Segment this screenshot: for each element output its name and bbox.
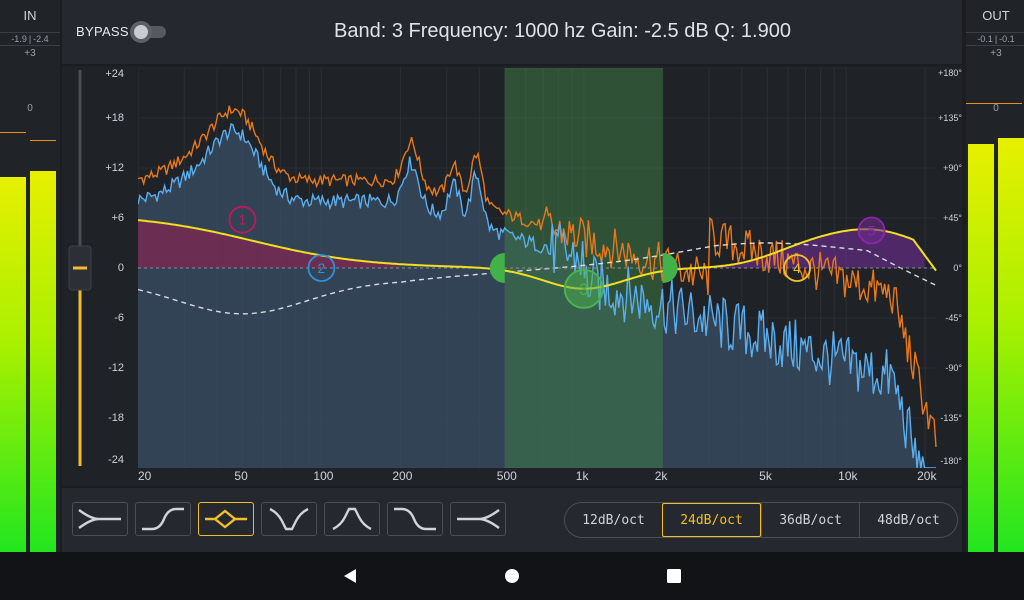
- output-meter: OUT -0.1 | -0.1 +3 0: [966, 0, 1024, 552]
- input-readout-right: -2.4: [33, 34, 49, 44]
- frequency-tick-label: 2k: [654, 469, 668, 483]
- notch-icon: [269, 507, 309, 531]
- gain-tick-label: +24: [105, 68, 124, 80]
- input-meter-readout: -1.9 | -2.4: [0, 32, 60, 46]
- frequency-tick-label: 1k: [575, 469, 589, 483]
- output-spectrum-line: [138, 122, 936, 468]
- phase-tick-label: -90°: [945, 363, 962, 373]
- high-shelf-filter-button[interactable]: [387, 502, 443, 536]
- low-cut-icon: [78, 509, 121, 529]
- gain-tick-label: -12: [108, 362, 124, 374]
- recents-icon: [667, 569, 681, 583]
- phase-tick-label: 0°: [953, 263, 962, 273]
- output-level-bar-left: [968, 143, 994, 552]
- master-gain-knob: [68, 245, 92, 291]
- input-peak-right: [30, 140, 56, 141]
- band-1-label: 1: [239, 212, 247, 228]
- gain-tick-label: -6: [114, 312, 124, 324]
- high-cut-filter-button[interactable]: [450, 502, 506, 536]
- phase-tick-label: +45°: [943, 213, 962, 223]
- low-shelf-filter-button[interactable]: [135, 502, 191, 536]
- slope-48-button[interactable]: 48dB/oct: [859, 503, 957, 537]
- band-2-node[interactable]: 2: [307, 254, 336, 282]
- back-icon: [344, 569, 356, 583]
- output-scale-top: +3: [990, 48, 1002, 59]
- band-5-label: 5: [868, 223, 876, 239]
- low-shelf-icon: [142, 507, 184, 531]
- band-status-readout: Band: 3 Frequency: 1000 hz Gain: -2.5 dB…: [334, 20, 791, 42]
- phase-curve: [138, 242, 937, 315]
- android-nav-bar: [0, 552, 1024, 600]
- input-meter-title: IN: [23, 8, 37, 23]
- input-scale-zero: 0: [27, 103, 33, 114]
- frequency-tick-label: 100: [313, 469, 334, 483]
- output-meter-readout: -0.1 | -0.1: [966, 32, 1024, 46]
- frequency-tick-label: 10k: [838, 469, 858, 483]
- phase-tick-label: -45°: [945, 313, 962, 323]
- notch-filter-button[interactable]: [261, 502, 317, 536]
- band-4-node[interactable]: 4: [783, 254, 811, 282]
- frequency-tick-label: 200: [392, 469, 413, 483]
- bell-icon: [205, 509, 247, 529]
- output-level-bar-right: [998, 138, 1024, 552]
- slope-12-button[interactable]: 12dB/oct: [582, 512, 645, 528]
- band-5-node[interactable]: 5: [857, 216, 886, 245]
- input-level-bar-right: [30, 171, 56, 552]
- band-3-high-edge-handle: [662, 253, 678, 283]
- home-button[interactable]: [502, 566, 522, 586]
- output-peak: [966, 103, 1022, 104]
- header-bar: BYPASS Band: 3 Frequency: 1000 hz Gain: …: [62, 0, 962, 64]
- phase-tick-label: -135°: [940, 413, 962, 423]
- gain-tick-label: +6: [111, 212, 124, 224]
- recents-button[interactable]: [664, 566, 684, 586]
- slope-24-button[interactable]: 24dB/oct: [662, 503, 761, 537]
- gain-tick-label: +12: [105, 162, 124, 174]
- high-cut-icon: [457, 509, 500, 529]
- slope-selector: 12dB/oct 24dB/oct 36dB/oct 48dB/oct: [564, 502, 958, 538]
- bell-filter-button[interactable]: [198, 502, 254, 536]
- phase-tick-label: -180°: [940, 456, 962, 466]
- band-4-label: 4: [793, 260, 801, 276]
- band-1-boost-fill: [138, 220, 401, 268]
- band-3-node[interactable]: 3: [563, 268, 604, 309]
- gain-tick-label: 0: [117, 262, 124, 274]
- phase-tick-label: +90°: [943, 163, 962, 173]
- output-meter-title: OUT: [982, 8, 1010, 23]
- output-scale-zero: 0: [993, 103, 999, 114]
- input-readout-left: -1.9: [11, 34, 27, 44]
- eq-curve: [138, 219, 937, 290]
- input-meter: IN -1.9 | -2.4 +3 0: [0, 0, 60, 552]
- gain-tick-label: +18: [105, 112, 124, 124]
- eq-graph-svg: 1 2 3 4 5: [68, 68, 937, 468]
- phase-tick-label: +135°: [938, 113, 962, 123]
- gain-tick-label: -24: [108, 454, 124, 466]
- phase-tick-label: +180°: [938, 68, 962, 78]
- input-level-bar-left: [0, 176, 26, 552]
- input-scale-top: +3: [24, 48, 36, 59]
- frequency-tick-label: 20k: [917, 469, 937, 483]
- band-1-node[interactable]: 1: [228, 205, 257, 234]
- output-readout-right: -0.1: [999, 34, 1015, 44]
- band-2-label: 2: [317, 260, 325, 276]
- back-button[interactable]: [340, 566, 360, 586]
- frequency-tick-label: 20: [138, 469, 152, 483]
- high-shelf-icon: [394, 507, 436, 531]
- gain-tick-label: -18: [108, 412, 124, 424]
- home-icon: [505, 569, 519, 583]
- frequency-tick-label: 500: [496, 469, 517, 483]
- band-pass-icon: [332, 507, 372, 531]
- band-3-label: 3: [579, 280, 588, 299]
- output-readout-left: -0.1: [977, 34, 993, 44]
- frequency-tick-label: 5k: [759, 469, 772, 483]
- bypass-toggle[interactable]: [130, 21, 166, 43]
- frequency-tick-label: 50: [234, 469, 248, 483]
- bottom-toolbar: 12dB/oct 24dB/oct 36dB/oct 48dB/oct: [62, 488, 962, 552]
- input-peak-left: [0, 132, 26, 133]
- band-pass-filter-button[interactable]: [324, 502, 380, 536]
- band-3-low-edge-handle: [489, 253, 505, 283]
- eq-graph[interactable]: 1 2 3 4 5 +24 +18 +12 +6 0 -6 -12 -18 -24 +180° +135°…: [62, 66, 962, 486]
- bypass-label: BYPASS: [76, 24, 129, 39]
- slope-36-button[interactable]: 36dB/oct: [761, 503, 859, 537]
- low-cut-filter-button[interactable]: [72, 502, 128, 536]
